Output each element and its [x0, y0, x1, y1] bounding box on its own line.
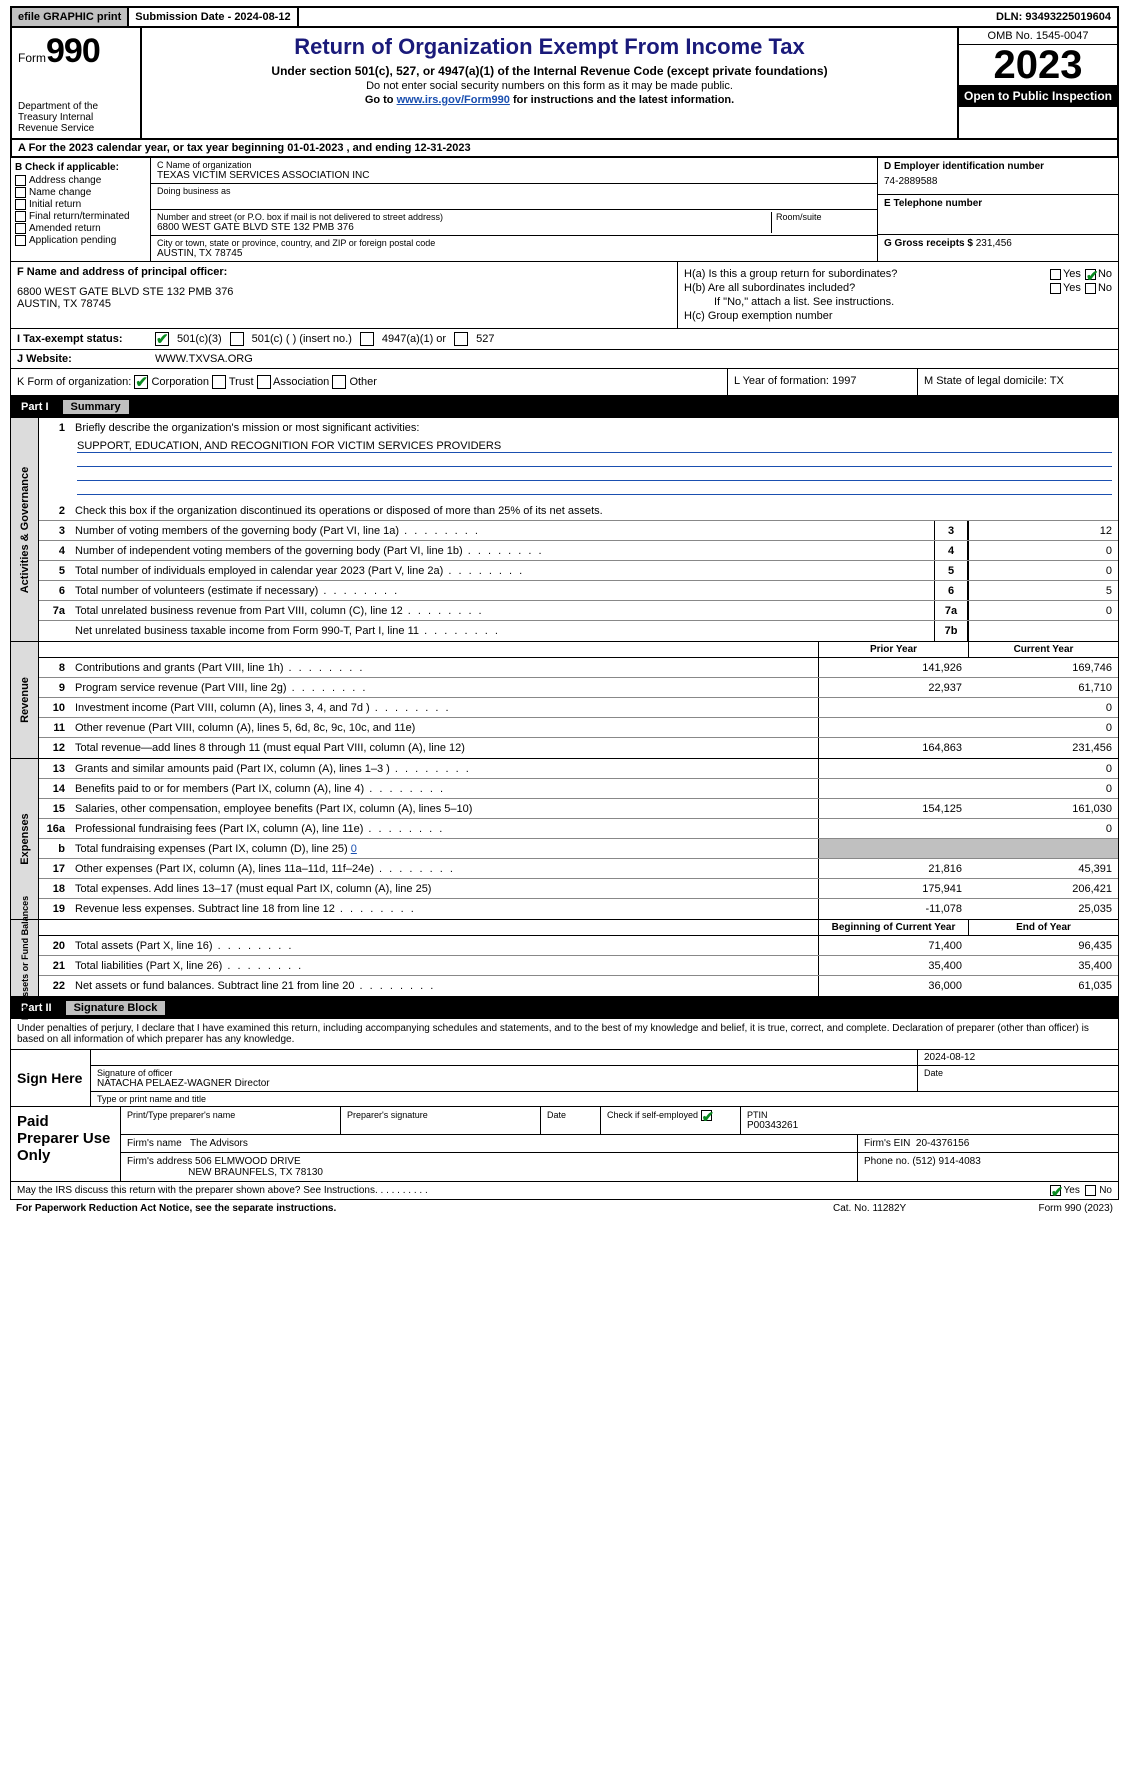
cb-other[interactable]	[332, 375, 346, 389]
cb-corp[interactable]	[134, 375, 148, 389]
cb-trust[interactable]	[212, 375, 226, 389]
checkbox-amended[interactable]	[15, 223, 26, 234]
checkbox-app-pending[interactable]	[15, 235, 26, 246]
tax-year: 2023	[959, 45, 1117, 85]
officer-addr1: 6800 WEST GATE BLVD STE 132 PMB 376	[17, 286, 671, 298]
box-c: C Name of organizationTEXAS VICTIM SERVI…	[151, 158, 878, 261]
form-header: Form990 Department of the Treasury Inter…	[10, 28, 1119, 140]
top-bar: efile GRAPHIC print Submission Date - 20…	[10, 6, 1119, 28]
box-b: B Check if applicable: Address change Na…	[11, 158, 151, 261]
open-inspection: Open to Public Inspection	[959, 85, 1117, 107]
cat-no: Cat. No. 11282Y	[833, 1203, 983, 1214]
org-city: AUSTIN, TX 78745	[157, 248, 871, 259]
ha-yes[interactable]	[1050, 269, 1061, 280]
officer-addr2: AUSTIN, TX 78745	[17, 298, 671, 310]
form-subtitle-2: Do not enter social security numbers on …	[150, 80, 949, 92]
discuss-yes[interactable]	[1050, 1185, 1061, 1196]
l5-val: 0	[968, 561, 1118, 580]
firm-ein: 20-4376156	[916, 1138, 969, 1149]
l6-val: 5	[968, 581, 1118, 600]
dln: DLN: 93493225019604	[990, 8, 1117, 26]
state-domicile: M State of legal domicile: TX	[918, 369, 1118, 395]
sign-here-label: Sign Here	[11, 1050, 91, 1106]
form-subtitle-1: Under section 501(c), 527, or 4947(a)(1)…	[150, 64, 949, 78]
cb-assoc[interactable]	[257, 375, 271, 389]
firm-addr1: 506 ELMWOOD DRIVE	[195, 1156, 301, 1167]
website: WWW.TXVSA.ORG	[155, 353, 253, 365]
part1-header: Part I Summary	[10, 396, 1119, 418]
box-de: D Employer identification number74-28895…	[878, 158, 1118, 261]
cb-4947[interactable]	[360, 332, 374, 346]
checkbox-final-return[interactable]	[15, 211, 26, 222]
firm-name: The Advisors	[190, 1138, 248, 1149]
org-name: TEXAS VICTIM SERVICES ASSOCIATION INC	[157, 170, 871, 181]
firm-addr2: NEW BRAUNFELS, TX 78130	[188, 1167, 323, 1178]
form-label: Form	[18, 51, 46, 65]
sig-declaration: Under penalties of perjury, I declare th…	[11, 1019, 1118, 1050]
ptin: P00343261	[747, 1120, 1112, 1131]
paid-preparer-label: Paid Preparer Use Only	[11, 1107, 121, 1181]
ha-no[interactable]	[1085, 269, 1096, 280]
checkbox-name-change[interactable]	[15, 187, 26, 198]
year-formation: L Year of formation: 1997	[728, 369, 918, 395]
side-revenue: Revenue	[19, 677, 31, 723]
irs-link[interactable]: www.irs.gov/Form990	[397, 94, 510, 106]
cb-501c[interactable]	[230, 332, 244, 346]
part2-header: Part II Signature Block	[10, 997, 1119, 1019]
hb-no[interactable]	[1085, 283, 1096, 294]
ein: 74-2889588	[884, 172, 1112, 191]
org-address: 6800 WEST GATE BLVD STE 132 PMB 376	[157, 222, 771, 233]
form-footer: Form 990 (2023)	[983, 1203, 1113, 1214]
firm-phone: (512) 914-4083	[912, 1156, 980, 1167]
checkbox-address-change[interactable]	[15, 175, 26, 186]
l3-val: 12	[968, 521, 1118, 540]
form-title: Return of Organization Exempt From Incom…	[150, 34, 949, 60]
side-activities: Activities & Governance	[19, 466, 31, 593]
form-number: 990	[46, 32, 100, 70]
mission-text: SUPPORT, EDUCATION, AND RECOGNITION FOR …	[77, 440, 1112, 453]
hb-yes[interactable]	[1050, 283, 1061, 294]
cb-501c3[interactable]	[155, 332, 169, 346]
dept-treasury: Department of the Treasury Internal Reve…	[18, 101, 134, 134]
l4-val: 0	[968, 541, 1118, 560]
efile-label: efile GRAPHIC print	[12, 8, 129, 26]
sig-date: 2024-08-12	[918, 1050, 1118, 1065]
cb-527[interactable]	[454, 332, 468, 346]
pra-notice: For Paperwork Reduction Act Notice, see …	[16, 1203, 833, 1214]
discuss-no[interactable]	[1085, 1185, 1096, 1196]
side-netassets: Net Assets or Fund Balances	[20, 896, 30, 1020]
officer-name: NATACHA PELAEZ-WAGNER Director	[97, 1078, 911, 1089]
row-a-tax-year: A For the 2023 calendar year, or tax yea…	[10, 140, 1119, 158]
submission-date: Submission Date - 2024-08-12	[129, 8, 298, 26]
side-expenses: Expenses	[19, 813, 31, 864]
l7a-val: 0	[968, 601, 1118, 620]
gross-receipts: 231,456	[976, 238, 1012, 249]
cb-self-employed[interactable]	[701, 1110, 712, 1121]
checkbox-initial-return[interactable]	[15, 199, 26, 210]
